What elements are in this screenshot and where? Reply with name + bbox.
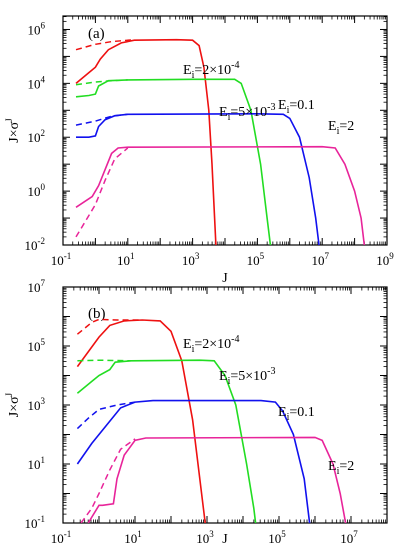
y-tick-label: 104: [28, 74, 46, 91]
curves: [76, 318, 347, 523]
y-axis-title: J×σJ: [4, 118, 22, 143]
panel-label: (a): [88, 26, 105, 42]
x-tick-label: 109: [376, 251, 394, 268]
x-tick-label: 10-1: [51, 251, 72, 268]
series-solid-line: [75, 145, 366, 245]
y-tick-label: 107: [28, 278, 46, 295]
series-annotation: Ei=0.1: [278, 405, 315, 423]
x-axis-title: J: [222, 532, 228, 547]
y-tick-label: 10-1: [25, 514, 46, 531]
series-solid-line: [75, 78, 272, 245]
y-tick-label: 100: [28, 182, 46, 199]
series-solid-line: [76, 399, 311, 523]
series-annotation: Ei=5×10-3: [219, 366, 275, 387]
series-annotation: Ei=2: [328, 459, 354, 477]
axis-ticks: [62, 286, 388, 524]
curves: [75, 38, 366, 245]
series-annotation: Ei=2: [328, 119, 354, 137]
axis-ticks: [62, 16, 388, 246]
panel-label: (b): [88, 306, 106, 322]
x-tick-label: 10-1: [51, 529, 72, 546]
series-dashed-line: [80, 438, 136, 523]
series-annotation: Ei=5×10-3: [219, 102, 275, 123]
x-tick-label: 103: [182, 251, 200, 268]
x-tick-label: 105: [247, 251, 265, 268]
series-annotation: Ei=2×10-4: [183, 334, 239, 355]
series-dashed-line: [75, 147, 129, 238]
series-solid-line: [76, 112, 320, 245]
x-tick-label: 103: [196, 529, 214, 546]
x-tick-label: 105: [268, 529, 286, 546]
x-axis-title: J: [222, 271, 228, 286]
y-tick-label: 106: [28, 20, 46, 37]
panel-b: 10-1 101 103 105 107 10-1 101 103 105 107 J J×σJ (b)…: [4, 278, 388, 547]
y-tick-label: 103: [28, 396, 46, 413]
series-solid-line: [87, 436, 347, 523]
y-tick-label: 105: [28, 337, 46, 354]
series-dashed-line: [75, 38, 135, 51]
series-solid-line: [76, 359, 257, 523]
x-tick-label: 107: [340, 529, 358, 546]
panel-a: 10-1 101 103 105 107 109 10-2 100 102 104 106 J J×σJ…: [4, 15, 394, 286]
y-tick-label: 102: [28, 128, 46, 145]
y-tick-label: 101: [28, 455, 46, 472]
x-tick-label: 107: [311, 251, 329, 268]
series-dashed-line: [76, 318, 143, 335]
x-tick-label: 101: [117, 251, 135, 268]
series-solid-line: [76, 319, 206, 523]
y-tick-label: 10-2: [25, 236, 46, 253]
y-axis-title: J×σJ: [4, 392, 22, 417]
series-annotation: Ei=0.1: [278, 98, 315, 116]
series-dashed-line: [77, 359, 132, 362]
series-dashed-line: [76, 401, 136, 430]
series-annotation: Ei=2×10-4: [183, 60, 239, 81]
x-tick-label: 101: [124, 529, 142, 546]
